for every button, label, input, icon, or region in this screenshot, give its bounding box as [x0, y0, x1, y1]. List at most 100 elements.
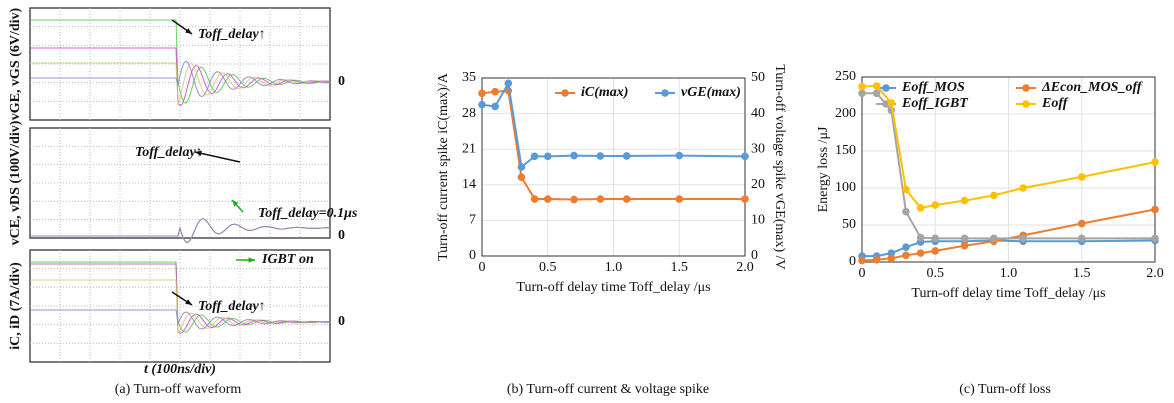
figure: 0 vGE, vGS (6V/div) 0 vCE, vDS (100V/div) 0 i…	[0, 0, 1174, 403]
y-axis-label: Turn-off current spike iC(max)/A	[436, 72, 451, 261]
point	[518, 173, 526, 181]
point	[961, 242, 969, 250]
point	[902, 208, 910, 216]
y-axis-label: vCE, vDS (100V/div)	[8, 120, 23, 245]
point	[544, 195, 552, 203]
legend-swatch	[1022, 84, 1030, 92]
point	[544, 153, 552, 161]
point	[597, 152, 605, 160]
x-tick-label: 1.0	[605, 260, 623, 275]
caption: (b) Turn-off current & voltage spike	[507, 382, 709, 397]
point	[917, 234, 925, 242]
x-axis-label: Turn-off delay time Toff_delay /μs	[911, 286, 1105, 301]
annotation: Toff_delay↑	[198, 27, 266, 42]
point	[1151, 206, 1159, 214]
legend-label: ΔEcon_MOS_off	[1041, 80, 1143, 95]
legend-label: vGE(max)	[681, 85, 741, 100]
annotation: IGBT on	[261, 252, 314, 267]
x-tick-label: 0.5	[539, 260, 557, 275]
point	[990, 235, 998, 243]
point	[491, 88, 499, 96]
point	[1151, 158, 1159, 166]
legend-swatch	[1022, 100, 1030, 108]
point	[873, 82, 881, 90]
legend-label: Eoff_MOS	[901, 80, 965, 95]
x-tick-label: 0	[479, 260, 486, 275]
y2-tick-label: 10	[751, 213, 765, 228]
point	[917, 204, 925, 212]
point	[1151, 235, 1159, 243]
x-tick-label: 1.5	[671, 260, 689, 275]
y2-axis-label: Turn-off voltage spike vGE(max) /V	[772, 64, 787, 269]
y-tick-label: 250	[835, 69, 856, 84]
point	[990, 192, 998, 200]
point	[623, 152, 631, 160]
annotation: Toff_delay↑	[135, 145, 203, 160]
point	[873, 256, 881, 264]
y2-tick-label: 40	[751, 106, 765, 121]
point	[1078, 220, 1086, 228]
y2-tick-label: 20	[751, 177, 765, 192]
zero-label: 0	[338, 228, 345, 243]
point	[741, 153, 749, 161]
y-axis-label: Energy loss /μJ	[816, 126, 831, 212]
point	[858, 89, 866, 97]
y-tick-label: 14	[462, 177, 476, 192]
zero-label: 0	[338, 74, 345, 89]
point	[570, 196, 578, 204]
caption: (c) Turn-off loss	[959, 382, 1051, 397]
point	[570, 152, 578, 160]
x-tick-label: 0	[859, 266, 866, 281]
annotation: Toff_delay↑	[198, 299, 266, 314]
y2-tick-label: 50	[751, 70, 765, 85]
x-axis-label: t (100ns/div)	[144, 362, 216, 377]
point	[478, 89, 486, 97]
point	[961, 235, 969, 243]
point	[741, 195, 749, 203]
y-tick-label: 100	[835, 180, 856, 195]
legend-swatch	[661, 89, 669, 97]
point	[931, 235, 939, 243]
x-axis-label: Turn-off delay time Toff_delay /μs	[516, 280, 710, 295]
x-tick-label: 2.0	[1146, 266, 1164, 281]
point	[623, 195, 631, 203]
annotation: Toff_delay=0.1μs	[258, 206, 358, 221]
y-axis-label: vGE, vGS (6V/div)	[8, 7, 23, 120]
point	[858, 257, 866, 265]
y-tick-label: 21	[462, 141, 476, 156]
point	[505, 80, 513, 88]
point	[961, 197, 969, 205]
x-tick-label: 1.0	[1000, 266, 1018, 281]
y-tick-label: 150	[835, 143, 856, 158]
y2-tick-label: 30	[751, 141, 765, 156]
y-tick-label: 0	[469, 248, 476, 263]
legend-swatch	[561, 89, 569, 97]
point	[931, 201, 939, 209]
point	[1019, 184, 1027, 192]
point	[888, 254, 896, 262]
caption: (a) Turn-off waveform	[115, 382, 242, 397]
y-tick-label: 35	[462, 70, 476, 85]
point	[888, 99, 896, 107]
y-axis-label: iC, iD (7A/div)	[8, 262, 23, 350]
y-tick-label: 50	[842, 217, 856, 232]
y2-tick-label: 0	[751, 248, 758, 263]
y-tick-label: 28	[462, 106, 476, 121]
y-tick-label: 7	[469, 213, 476, 228]
point	[858, 83, 866, 91]
point	[1078, 235, 1086, 243]
point	[1078, 173, 1086, 181]
point	[478, 101, 486, 109]
legend-swatch	[882, 84, 890, 92]
point	[902, 252, 910, 260]
x-tick-label: 1.5	[1073, 266, 1091, 281]
point	[873, 89, 881, 97]
legend-label: Eoff	[1041, 96, 1069, 111]
x-tick-label: 0.5	[927, 266, 945, 281]
zero-label: 0	[338, 314, 345, 329]
point	[531, 153, 539, 161]
legend-label: Eoff_IGBT	[901, 96, 969, 111]
point	[491, 103, 499, 111]
point	[931, 247, 939, 255]
point	[675, 195, 683, 203]
